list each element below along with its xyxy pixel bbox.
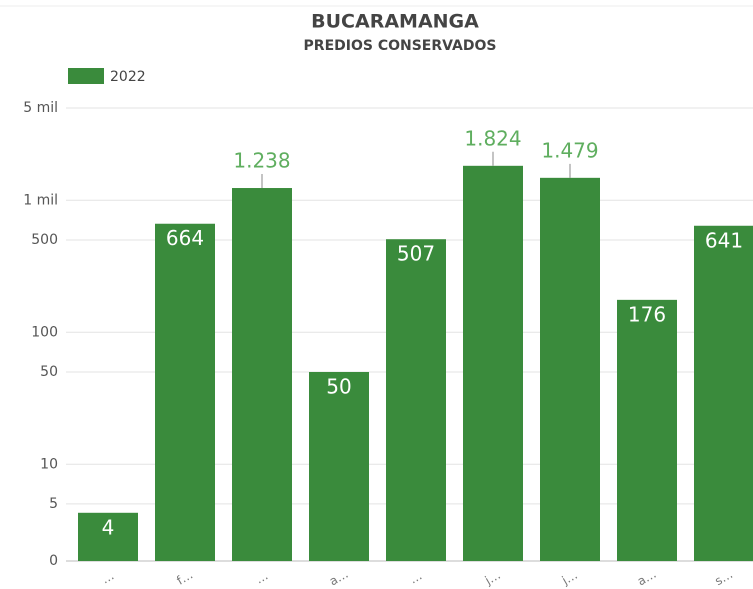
x-tick-label: a… xyxy=(635,567,659,589)
chart-title: BUCARAMANGA xyxy=(311,11,479,33)
bar xyxy=(155,223,215,561)
y-tick-label: 1 mil xyxy=(23,192,58,208)
chart-subtitle: PREDIOS CONSERVADOS xyxy=(304,38,497,54)
legend-swatch xyxy=(68,68,104,84)
value-label: 664 xyxy=(166,226,204,250)
y-tick-label: 5 xyxy=(49,496,58,512)
x-tick-label: … xyxy=(99,569,116,587)
bar xyxy=(540,177,600,561)
value-label: 507 xyxy=(397,242,435,266)
legend-label: 2022 xyxy=(110,69,146,85)
value-label: 176 xyxy=(628,302,666,326)
value-label: 641 xyxy=(705,228,743,252)
bar xyxy=(694,225,753,561)
y-tick-label: 100 xyxy=(31,324,58,340)
value-label: 4 xyxy=(102,515,115,539)
y-tick-label: 50 xyxy=(40,364,58,380)
y-tick-label: 0 xyxy=(49,553,58,569)
y-tick-label: 5 mil xyxy=(23,100,58,116)
value-label: 1.238 xyxy=(233,149,290,173)
x-tick-label: j… xyxy=(559,568,580,588)
bar xyxy=(386,239,446,561)
x-tick-label: … xyxy=(407,569,424,587)
x-tick-label: f… xyxy=(174,567,195,587)
x-tick-label: a… xyxy=(327,567,351,589)
y-tick-label: 500 xyxy=(31,232,58,248)
bar xyxy=(617,299,677,561)
bar xyxy=(309,372,369,561)
y-tick-label: 10 xyxy=(40,456,58,472)
value-label: 1.824 xyxy=(464,126,521,150)
x-tick-label: j… xyxy=(482,568,503,588)
bar xyxy=(463,165,523,561)
x-tick-label: … xyxy=(253,569,270,587)
x-tick-label: s… xyxy=(712,567,735,588)
value-label: 1.479 xyxy=(541,138,598,162)
value-label: 50 xyxy=(326,375,351,399)
bar xyxy=(78,512,138,561)
bar xyxy=(232,188,292,562)
